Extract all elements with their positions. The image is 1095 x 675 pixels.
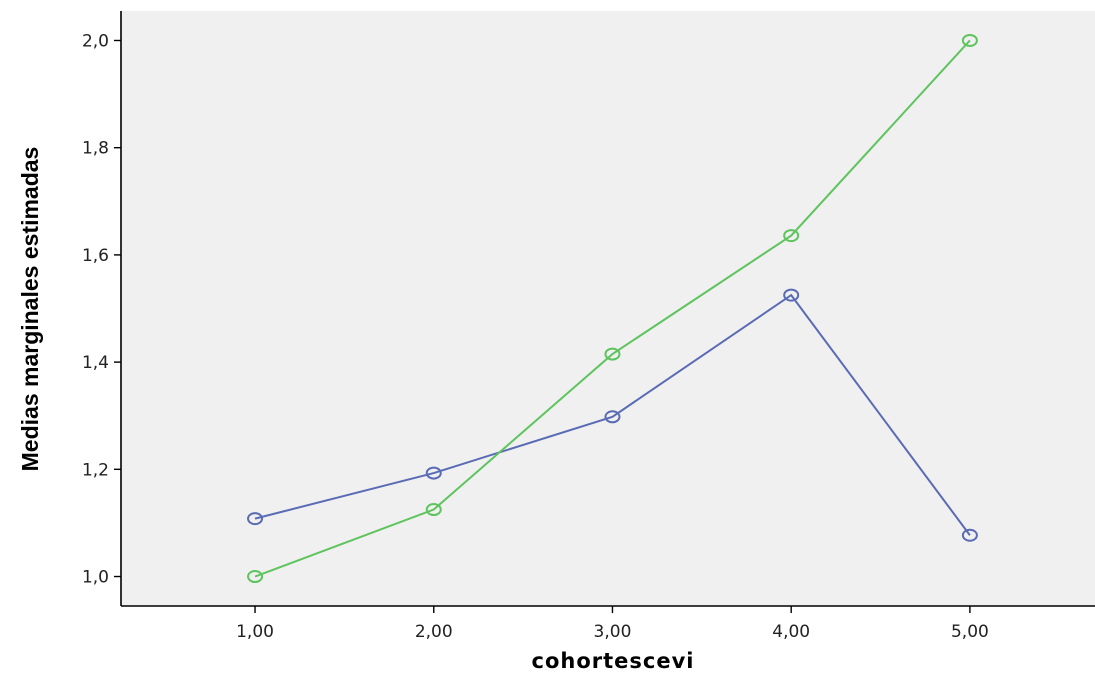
data-point-marker	[425, 503, 442, 517]
data-point-marker	[961, 33, 978, 47]
x-tick-label: 4,00	[772, 622, 810, 642]
x-tick-label: 2,00	[415, 622, 453, 642]
data-point-marker	[425, 466, 442, 480]
series-line-2	[254, 39, 971, 578]
x-axis-title: cohortescevi	[532, 649, 695, 673]
x-tick-label: 5,00	[951, 622, 989, 642]
x-tick-label: 3,00	[594, 622, 632, 642]
y-tick-label: 1,8	[82, 139, 109, 159]
data-point-marker	[961, 528, 978, 542]
data-point-marker	[783, 229, 800, 243]
data-point-marker	[247, 570, 264, 584]
data-point-marker	[783, 288, 800, 302]
y-tick-label: 2,0	[82, 31, 109, 51]
y-axis-title: Medias marginales estimadas	[17, 147, 43, 472]
data-point-marker	[604, 347, 621, 361]
series-line-1	[254, 293, 971, 536]
y-tick-label: 1,6	[82, 246, 109, 266]
y-tick-label: 1,2	[82, 460, 109, 480]
plot-area	[121, 11, 1095, 606]
y-axis-ticks: 1,0 1,2 1,4 1,6 1,8 2,0	[82, 31, 121, 588]
y-tick-label: 1,0	[82, 568, 109, 588]
data-point-marker	[247, 512, 264, 526]
x-tick-label: 1,00	[236, 622, 274, 642]
y-tick-label: 1,4	[82, 353, 109, 373]
x-axis-ticks: 1,00 2,00 3,00 4,00 5,00	[236, 606, 989, 642]
series-lines	[247, 33, 978, 584]
data-point-marker	[604, 410, 621, 424]
